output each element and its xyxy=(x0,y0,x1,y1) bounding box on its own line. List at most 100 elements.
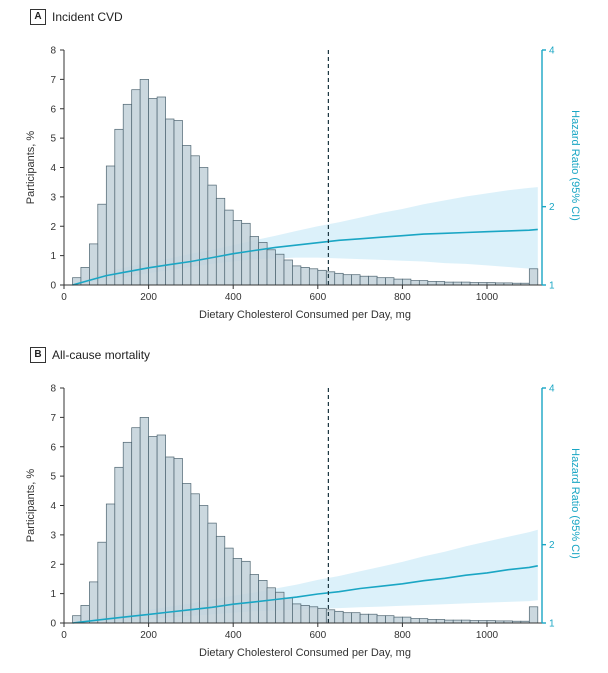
left-axis-label: Participants, % xyxy=(25,469,37,543)
histogram-bar xyxy=(351,274,361,286)
chart-all-cause-mortality: 0 1 2 3 4 5 6 7 8 Participants, % 0 200 400 600 800 100… xyxy=(25,384,581,660)
histogram-bar xyxy=(182,145,192,286)
histogram-bar xyxy=(410,618,420,624)
bottom-axis-tick-label: 1000 xyxy=(476,630,499,641)
histogram-bar xyxy=(241,222,251,286)
histogram-bar xyxy=(224,209,234,286)
bottom-axis-tick-label: 200 xyxy=(140,292,157,303)
histogram-bar xyxy=(139,417,149,624)
right-axis-tick-label: 2 xyxy=(549,202,555,213)
panel-title: Incident CVD xyxy=(52,10,123,24)
histogram-bar xyxy=(359,275,369,286)
histogram-bar xyxy=(156,434,166,624)
histogram-bar xyxy=(156,96,166,286)
histogram-bar xyxy=(317,269,327,286)
histogram-bar xyxy=(241,560,251,624)
histogram-bar xyxy=(173,120,183,286)
histogram-bar xyxy=(342,612,353,624)
histogram-bar xyxy=(190,155,200,286)
hazard-ratio-line xyxy=(72,228,538,286)
histogram-bar xyxy=(122,441,133,624)
right-axis-tick-label: 2 xyxy=(549,540,555,551)
left-axis-tick-label: 3 xyxy=(50,530,56,541)
histogram-bar xyxy=(359,613,369,624)
histogram-bar xyxy=(199,505,209,624)
bottom-axis-tick-label: 0 xyxy=(61,292,67,303)
panel-letter: A xyxy=(30,9,46,25)
histogram-bar xyxy=(368,613,378,624)
bottom-axis-tick-label: 600 xyxy=(309,292,326,303)
histogram-bar xyxy=(114,128,124,286)
bottom-axis-tick-label: 200 xyxy=(140,630,157,641)
left-axis-tick-label: 6 xyxy=(50,442,56,453)
bottom-axis-label: Dietary Cholesterol Consumed per Day, mg xyxy=(199,647,411,659)
histogram-bar xyxy=(385,277,395,286)
histogram-bar xyxy=(105,165,116,286)
left-axis-tick-label: 2 xyxy=(50,560,56,571)
histogram-bar xyxy=(283,259,293,286)
histogram-bar xyxy=(131,89,141,286)
histogram-bar xyxy=(393,278,403,286)
histogram-bar xyxy=(376,615,386,624)
histogram-bar xyxy=(122,103,133,286)
histogram-bar xyxy=(266,587,276,624)
histogram-bar xyxy=(308,606,319,624)
histogram-bar xyxy=(402,616,412,624)
left-axis-tick-label: 1 xyxy=(50,251,56,262)
histogram-bar xyxy=(97,541,107,624)
right-axis-tick-label: 1 xyxy=(549,619,555,630)
left-axis-tick-label: 4 xyxy=(50,163,56,174)
left-axis-tick-label: 8 xyxy=(50,46,56,57)
histogram-bar xyxy=(292,603,302,624)
histogram-bar xyxy=(215,197,226,286)
bottom-axis-tick-label: 400 xyxy=(225,630,242,641)
right-axis-tick-label: 4 xyxy=(549,46,555,57)
histogram-bar xyxy=(376,277,386,286)
left-axis-tick-label: 0 xyxy=(50,619,56,630)
right-axis-label: Hazard Ratio (95% CI) xyxy=(569,448,581,559)
left-axis-tick-label: 8 xyxy=(50,384,56,395)
histogram-bar xyxy=(215,535,226,624)
histogram-bar xyxy=(292,265,302,286)
left-axis-tick-label: 0 xyxy=(50,281,56,292)
left-axis-tick-label: 7 xyxy=(50,413,56,424)
histogram-bar xyxy=(393,616,403,624)
panel-incident-cvd: A Incident CVD 0 1 2 3 4 5 6 7 8 Participants, % 0… xyxy=(0,0,608,335)
histogram-bar xyxy=(148,98,158,286)
right-axis-label: Hazard Ratio (95% CI) xyxy=(569,110,581,221)
bottom-axis-tick-label: 0 xyxy=(61,630,67,641)
histogram-bar xyxy=(325,271,336,286)
panel-title: All-cause mortality xyxy=(52,348,151,362)
left-axis-tick-label: 2 xyxy=(50,222,56,233)
left-axis-tick-label: 6 xyxy=(50,104,56,115)
histogram-bar xyxy=(275,591,285,624)
panel-letter: B xyxy=(30,347,46,363)
histogram-bar xyxy=(351,612,361,624)
panel-header: B All-cause mortality xyxy=(30,347,150,363)
histogram-bar xyxy=(131,427,141,624)
histogram-bar xyxy=(207,184,217,286)
histogram-bar xyxy=(300,267,310,286)
left-axis-tick-label: 5 xyxy=(50,134,56,145)
histogram-bar xyxy=(308,268,319,286)
left-axis-tick-label: 4 xyxy=(50,501,56,512)
histogram-bar xyxy=(325,609,336,624)
bottom-axis-tick-label: 600 xyxy=(309,630,326,641)
histogram-bar xyxy=(427,281,437,286)
histogram-bar xyxy=(266,249,276,286)
histogram-bar xyxy=(165,118,175,286)
histogram-bar xyxy=(334,272,344,286)
bottom-axis-label: Dietary Cholesterol Consumed per Day, mg xyxy=(199,309,411,321)
bottom-axis-tick-label: 800 xyxy=(394,292,411,303)
histogram-bar xyxy=(317,607,327,624)
histogram-bar xyxy=(97,203,107,286)
histogram-bar xyxy=(300,605,310,624)
histogram-bar xyxy=(385,615,395,624)
histogram-bar xyxy=(105,503,116,624)
histogram-bar xyxy=(89,581,99,624)
histogram-bar xyxy=(80,605,90,624)
chart-incident-cvd: 0 1 2 3 4 5 6 7 8 Participants, % 0 200 400 600 800 100… xyxy=(25,46,581,322)
histogram-bar xyxy=(402,278,412,286)
histogram-bar xyxy=(283,597,293,624)
histogram-bar xyxy=(368,275,378,286)
